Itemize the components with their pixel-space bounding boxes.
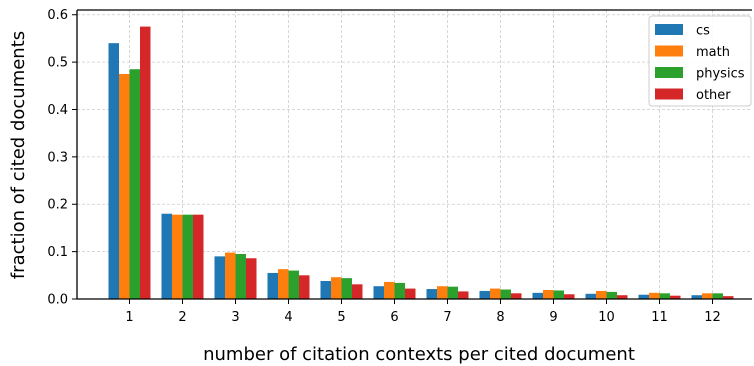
bar-math-3 (225, 252, 236, 299)
bar-math-7 (437, 286, 448, 299)
bar-other-9 (564, 294, 575, 299)
bar-cs-2 (161, 213, 172, 299)
bar-cs-8 (479, 290, 490, 299)
bar-other-3 (246, 258, 257, 299)
y-tick-label: 0.3 (47, 150, 68, 165)
bar-cs-7 (426, 289, 437, 299)
x-tick-label: 12 (704, 310, 721, 325)
x-ticks: 1 2 3 4 5 6 7 8 9 10 11 12 (125, 299, 721, 325)
x-tick-label: 9 (549, 310, 557, 325)
bar-other-8 (511, 293, 522, 299)
bar-math-2 (172, 214, 183, 299)
bar-other-4 (299, 275, 310, 299)
bar-math-4 (278, 269, 289, 299)
x-tick-label: 6 (390, 310, 398, 325)
legend-swatch-other (655, 88, 683, 100)
x-tick-label: 10 (598, 310, 615, 325)
bar-math-5 (331, 277, 342, 299)
legend-swatch-physics (655, 67, 683, 78)
bar-cs-11 (638, 294, 649, 299)
x-tick-label: 3 (231, 310, 239, 325)
x-tick-label: 8 (496, 310, 504, 325)
legend-label-cs: cs (696, 24, 710, 39)
bar-other-11 (670, 295, 681, 299)
bar-math-6 (384, 281, 395, 299)
bar-cs-9 (532, 292, 543, 299)
y-ticks: 0.0 0.1 0.2 0.3 0.4 0.5 0.6 (47, 8, 77, 308)
bar-physics-5 (341, 278, 352, 299)
bar-physics-1 (129, 69, 140, 299)
x-tick-label: 1 (125, 310, 133, 325)
bar-math-11 (649, 292, 660, 299)
bar-cs-4 (267, 272, 278, 299)
bar-physics-11 (659, 293, 670, 299)
x-tick-label: 5 (337, 310, 345, 325)
bar-physics-3 (235, 253, 246, 299)
y-tick-label: 0.1 (47, 245, 68, 260)
x-tick-label: 7 (443, 310, 451, 325)
legend-swatch-cs (655, 24, 683, 35)
y-tick-label: 0.2 (47, 198, 68, 213)
legend: cs math physics other (648, 15, 752, 107)
bar-physics-2 (182, 214, 193, 299)
x-tick-label: 2 (178, 310, 186, 325)
bar-cs-1 (108, 43, 119, 299)
bar-physics-6 (394, 282, 405, 299)
bar-physics-12 (712, 293, 723, 299)
x-tick-label: 11 (651, 310, 668, 325)
bar-physics-8 (500, 289, 511, 299)
bar-physics-4 (288, 270, 299, 299)
y-tick-label: 0.4 (47, 103, 68, 118)
y-tick-label: 0.5 (47, 56, 68, 71)
bar-other-2 (193, 214, 204, 299)
bar-cs-5 (320, 280, 331, 299)
legend-label-physics: physics (696, 67, 745, 82)
bar-cs-3 (214, 256, 225, 299)
bar-math-10 (596, 290, 607, 299)
bar-cs-12 (691, 295, 702, 299)
bar-other-5 (352, 284, 363, 299)
bar-math-12 (702, 293, 713, 299)
bar-math-9 (543, 289, 554, 299)
legend-label-other: other (696, 88, 731, 103)
x-tick-label: 4 (284, 310, 292, 325)
axes (76, 9, 752, 300)
y-axis-label: fraction of cited documents (8, 31, 29, 279)
y-tick-label: 0.0 (47, 293, 68, 308)
x-axis-label: number of citation contexts per cited do… (203, 344, 635, 365)
bar-other-12 (723, 296, 734, 299)
bar-other-10 (617, 295, 628, 299)
legend-box (648, 15, 752, 107)
bar-physics-9 (553, 290, 564, 299)
bar-cs-6 (373, 286, 384, 299)
bar-cs-10 (585, 293, 596, 299)
bar-physics-10 (606, 291, 617, 299)
y-tick-label: 0.6 (47, 8, 68, 23)
bar-other-6 (405, 288, 416, 299)
bar-other-7 (458, 291, 469, 299)
bars (108, 26, 734, 299)
bar-physics-7 (447, 286, 458, 299)
legend-swatch-math (655, 45, 683, 57)
bar-math-8 (490, 288, 501, 299)
legend-label-math: math (696, 45, 730, 60)
bar-other-1 (140, 26, 151, 299)
bar-math-1 (119, 73, 130, 299)
